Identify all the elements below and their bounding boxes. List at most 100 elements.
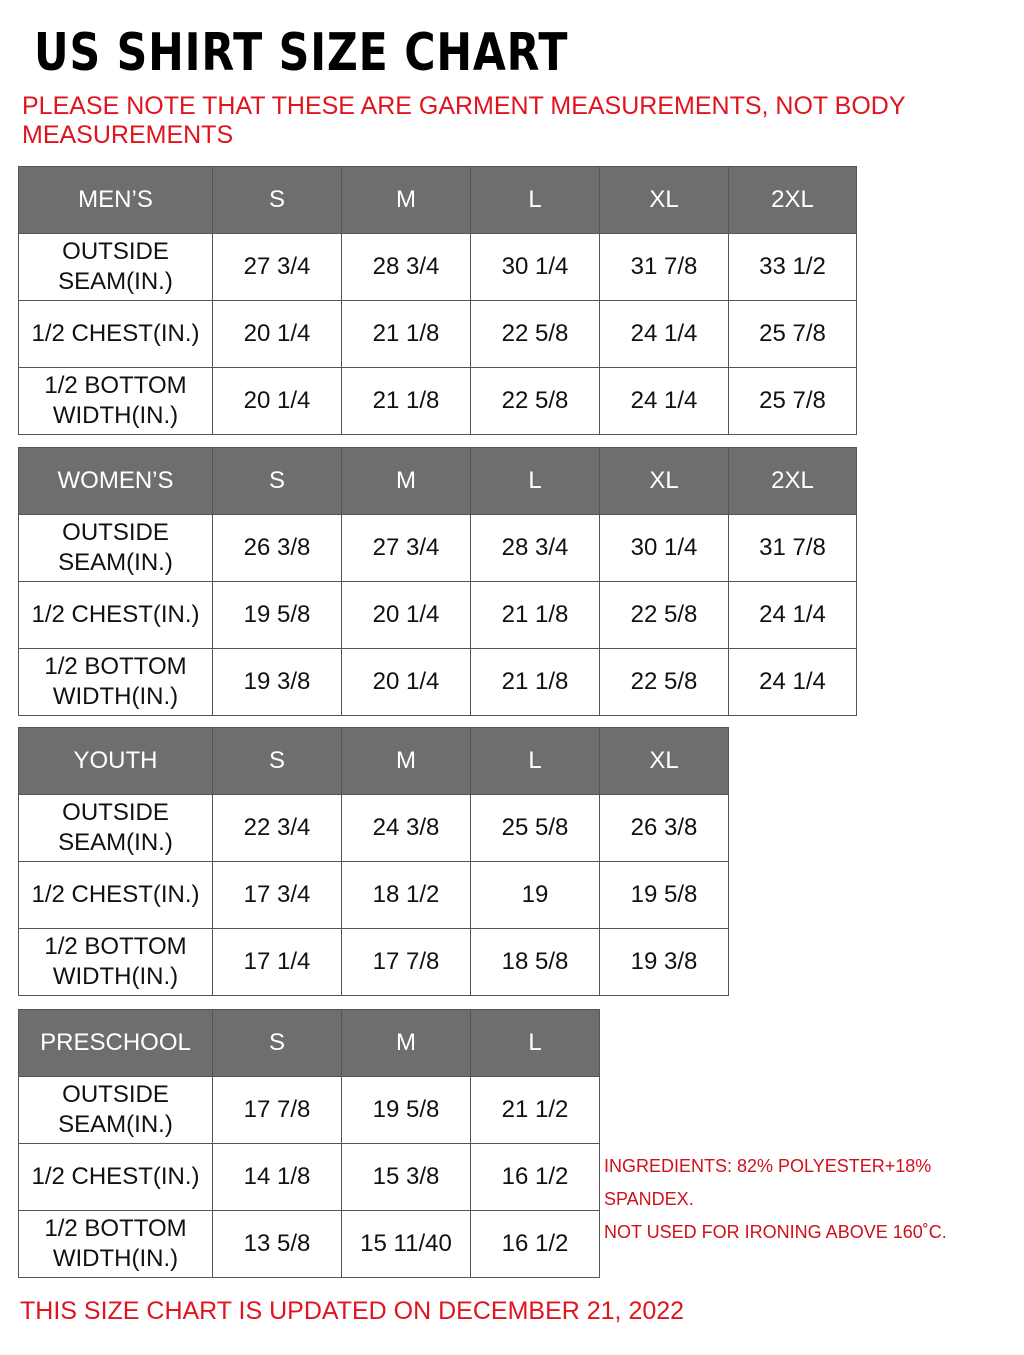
measurement-value: 19 5/8 [599, 861, 729, 929]
page-title: US SHIRT SIZE CHART [34, 23, 569, 83]
category-header: MEN’S [18, 166, 213, 234]
ingredients-note: INGREDIENTS: 82% POLYESTER+18% SPANDEX. … [604, 1150, 1024, 1249]
measurement-label: OUTSIDE SEAM(IN.) [18, 794, 213, 862]
measurement-label: 1/2 CHEST(IN.) [18, 1143, 213, 1211]
table-row: OUTSIDE SEAM(IN.) 22 3/4 24 3/8 25 5/8 26 3/… [18, 794, 729, 862]
measurement-value: 17 1/4 [212, 928, 342, 996]
size-header: 2XL [728, 447, 857, 515]
measurement-value: 22 5/8 [470, 367, 600, 435]
measurement-value: 19 5/8 [212, 581, 342, 649]
size-header: M [341, 727, 471, 795]
measurement-value: 17 3/4 [212, 861, 342, 929]
size-header: M [341, 1009, 471, 1077]
measurement-label: 1/2 CHEST(IN.) [18, 861, 213, 929]
size-table-womens: WOMEN’S S M L XL 2XL OUTSIDE SEAM(IN.) 26 3/8 27… [18, 447, 857, 716]
table-row: 1/2 CHEST(IN.) 14 1/8 15 3/8 16 1/2 [18, 1143, 600, 1211]
measurement-value: 22 3/4 [212, 794, 342, 862]
measurement-value: 26 3/8 [599, 794, 729, 862]
measurement-value: 15 11/40 [341, 1210, 471, 1278]
size-table-youth: YOUTH S M L XL OUTSIDE SEAM(IN.) 22 3/4 24 3/8 2… [18, 727, 729, 996]
table-row: OUTSIDE SEAM(IN.) 27 3/4 28 3/4 30 1/4 31 7/… [18, 233, 857, 301]
table-row: 1/2 BOTTOM WIDTH(IN.) 13 5/8 15 11/40 16 1/… [18, 1210, 600, 1278]
measurement-value: 25 5/8 [470, 794, 600, 862]
measurement-value: 20 1/4 [341, 581, 471, 649]
table-row: 1/2 CHEST(IN.) 19 5/8 20 1/4 21 1/8 22 5/8 24… [18, 581, 857, 649]
measurement-value: 13 5/8 [212, 1210, 342, 1278]
measurement-value: 16 1/2 [470, 1210, 600, 1278]
measurement-value: 24 1/4 [599, 300, 729, 368]
measurement-value: 31 7/8 [599, 233, 729, 301]
table-row: 1/2 BOTTOM WIDTH(IN.) 17 1/4 17 7/8 18 5/8 1… [18, 928, 729, 996]
measurement-value: 27 3/4 [341, 514, 471, 582]
measurement-value: 27 3/4 [212, 233, 342, 301]
measurement-value: 19 [470, 861, 600, 929]
size-header: S [212, 727, 342, 795]
measurement-value: 21 1/8 [341, 300, 471, 368]
measurement-value: 21 1/8 [470, 581, 600, 649]
measurement-value: 16 1/2 [470, 1143, 600, 1211]
size-header: L [470, 727, 600, 795]
header-row: YOUTH S M L XL [18, 727, 729, 795]
measurement-label: 1/2 CHEST(IN.) [18, 300, 213, 368]
measurement-value: 25 7/8 [728, 300, 857, 368]
measurement-label: 1/2 CHEST(IN.) [18, 581, 213, 649]
size-table-mens: MEN’S S M L XL 2XL OUTSIDE SEAM(IN.) 27 3/4 28 3… [18, 166, 857, 435]
table-row: OUTSIDE SEAM(IN.) 17 7/8 19 5/8 21 1/2 [18, 1076, 600, 1144]
measurement-value: 21 1/8 [470, 648, 600, 716]
measurement-value: 15 3/8 [341, 1143, 471, 1211]
size-table-preschool: PRESCHOOL S M L OUTSIDE SEAM(IN.) 17 7/8 19 5/… [18, 1009, 600, 1278]
measurement-value: 20 1/4 [212, 367, 342, 435]
measurement-value: 18 5/8 [470, 928, 600, 996]
size-header: XL [599, 166, 729, 234]
measurement-value: 22 5/8 [470, 300, 600, 368]
measurement-value: 24 1/4 [728, 581, 857, 649]
header-row: PRESCHOOL S M L [18, 1009, 600, 1077]
measurement-value: 20 1/4 [212, 300, 342, 368]
measurement-value: 33 1/2 [728, 233, 857, 301]
updated-date-note: THIS SIZE CHART IS UPDATED ON DECEMBER 2… [20, 1297, 685, 1325]
measurement-value: 19 5/8 [341, 1076, 471, 1144]
measurement-value: 28 3/4 [341, 233, 471, 301]
measurement-label: 1/2 BOTTOM WIDTH(IN.) [18, 367, 213, 435]
table-row: OUTSIDE SEAM(IN.) 26 3/8 27 3/4 28 3/4 30 1/… [18, 514, 857, 582]
measurement-value: 20 1/4 [341, 648, 471, 716]
size-header: M [341, 447, 471, 515]
measurement-label: 1/2 BOTTOM WIDTH(IN.) [18, 1210, 213, 1278]
garment-measurement-note: PLEASE NOTE THAT THESE ARE GARMENT MEASU… [22, 92, 906, 149]
size-header: L [470, 1009, 600, 1077]
size-header: S [212, 447, 342, 515]
measurement-value: 28 3/4 [470, 514, 600, 582]
measurement-value: 21 1/2 [470, 1076, 600, 1144]
measurement-value: 24 1/4 [599, 367, 729, 435]
measurement-value: 21 1/8 [341, 367, 471, 435]
measurement-value: 17 7/8 [212, 1076, 342, 1144]
ingredients-line: INGREDIENTS: 82% POLYESTER+18% SPANDEX. [604, 1156, 932, 1209]
measurement-value: 19 3/8 [212, 648, 342, 716]
size-header: L [470, 447, 600, 515]
measurement-label: OUTSIDE SEAM(IN.) [18, 1076, 213, 1144]
measurement-value: 22 5/8 [599, 581, 729, 649]
measurement-label: OUTSIDE SEAM(IN.) [18, 514, 213, 582]
size-header: M [341, 166, 471, 234]
category-header: YOUTH [18, 727, 213, 795]
measurement-value: 24 3/8 [341, 794, 471, 862]
measurement-value: 26 3/8 [212, 514, 342, 582]
table-row: 1/2 BOTTOM WIDTH(IN.) 20 1/4 21 1/8 22 5/8 2… [18, 367, 857, 435]
measurement-value: 17 7/8 [341, 928, 471, 996]
measurement-value: 31 7/8 [728, 514, 857, 582]
table-row: 1/2 CHEST(IN.) 17 3/4 18 1/2 19 19 5/8 [18, 861, 729, 929]
measurement-label: OUTSIDE SEAM(IN.) [18, 233, 213, 301]
measurement-value: 30 1/4 [599, 514, 729, 582]
size-header: 2XL [728, 166, 857, 234]
category-header: WOMEN’S [18, 447, 213, 515]
measurement-label: 1/2 BOTTOM WIDTH(IN.) [18, 928, 213, 996]
measurement-value: 25 7/8 [728, 367, 857, 435]
header-row: WOMEN’S S M L XL 2XL [18, 447, 857, 515]
measurement-value: 22 5/8 [599, 648, 729, 716]
measurement-value: 14 1/8 [212, 1143, 342, 1211]
size-header: XL [599, 727, 729, 795]
size-header: S [212, 1009, 342, 1077]
measurement-value: 24 1/4 [728, 648, 857, 716]
size-header: L [470, 166, 600, 234]
category-header: PRESCHOOL [18, 1009, 213, 1077]
